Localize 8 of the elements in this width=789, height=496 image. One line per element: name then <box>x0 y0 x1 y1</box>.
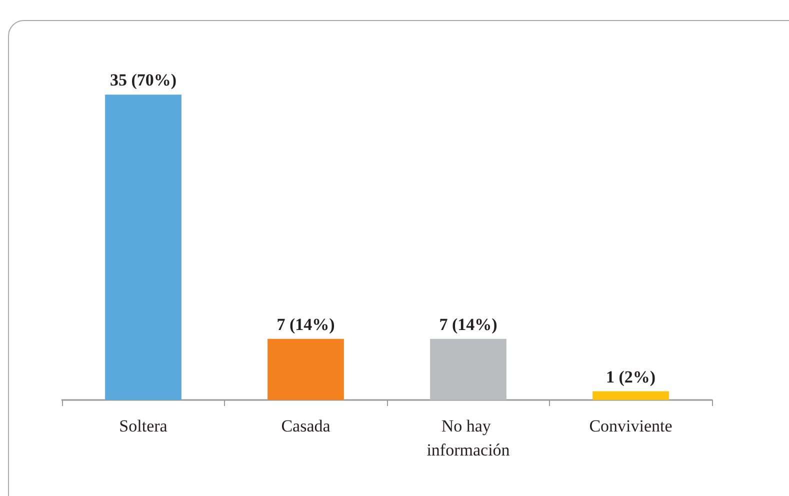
data-label: 7 (14%) <box>439 314 498 334</box>
data-label: 7 (14%) <box>276 314 335 334</box>
x-tick-label: Casada <box>281 416 331 436</box>
x-tick-label: No hay información <box>426 416 510 460</box>
x-tick-label: Soltera <box>119 416 168 436</box>
data-label: 35 (70%) <box>110 70 177 90</box>
x-tick-label: Conviviente <box>589 416 672 436</box>
data-label: 1 (2%) <box>606 367 656 386</box>
